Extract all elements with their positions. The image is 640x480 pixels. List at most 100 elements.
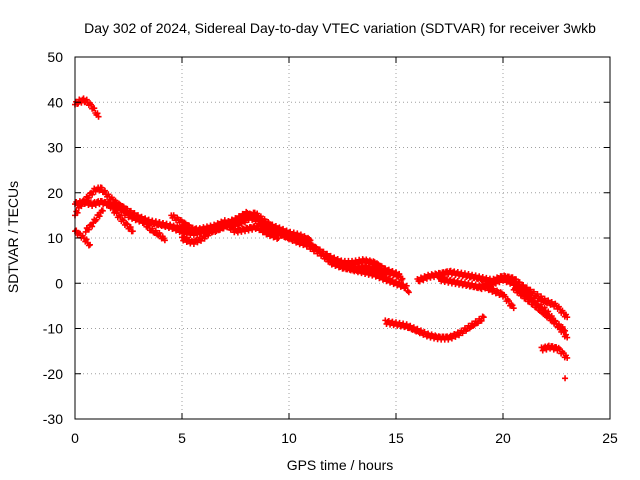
data-point bbox=[508, 301, 515, 308]
data-point bbox=[105, 198, 112, 205]
y-tick-label: 10 bbox=[47, 230, 63, 246]
data-point bbox=[492, 280, 499, 287]
data-point bbox=[272, 222, 279, 229]
y-tick-label: -10 bbox=[43, 321, 63, 337]
data-point bbox=[145, 222, 152, 229]
y-tick-label: 0 bbox=[55, 275, 63, 291]
data-point bbox=[262, 218, 269, 225]
x-tick-label: 5 bbox=[178, 430, 186, 446]
data-point bbox=[530, 299, 537, 306]
series-track-k bbox=[382, 313, 487, 343]
series-track-i bbox=[179, 219, 282, 248]
data-point bbox=[563, 331, 570, 338]
data-point bbox=[127, 224, 134, 231]
data-point bbox=[564, 314, 571, 321]
series-track-d bbox=[72, 227, 93, 249]
y-tick-label: 20 bbox=[47, 185, 63, 201]
data-point bbox=[331, 254, 338, 261]
data-point bbox=[221, 219, 228, 226]
data-point bbox=[89, 223, 96, 230]
data-point bbox=[269, 221, 276, 228]
series-track-j bbox=[350, 262, 404, 280]
data-point bbox=[161, 237, 168, 244]
data-point bbox=[177, 226, 184, 233]
series-track-f bbox=[104, 198, 136, 235]
data-point bbox=[234, 217, 241, 224]
x-tick-label: 25 bbox=[602, 430, 618, 446]
data-point bbox=[98, 184, 105, 191]
data-point bbox=[156, 229, 163, 236]
data-point bbox=[238, 215, 245, 222]
data-point bbox=[269, 230, 276, 237]
data-point bbox=[74, 209, 81, 216]
series-track-g bbox=[136, 215, 168, 244]
series-track-p bbox=[538, 342, 571, 361]
data-point bbox=[181, 219, 188, 226]
data-point bbox=[538, 305, 545, 312]
data-point bbox=[405, 289, 412, 296]
data-point bbox=[397, 273, 404, 280]
x-tick-label: 0 bbox=[71, 430, 79, 446]
data-point bbox=[527, 296, 534, 303]
data-point bbox=[470, 322, 477, 329]
data-point bbox=[89, 191, 96, 198]
data-point bbox=[480, 314, 487, 321]
data-point bbox=[91, 105, 98, 112]
data-point bbox=[326, 253, 333, 260]
data-point bbox=[156, 219, 163, 226]
data-point bbox=[152, 227, 159, 234]
x-tick-label: 20 bbox=[495, 430, 511, 446]
x-tick-label: 15 bbox=[388, 430, 404, 446]
data-point bbox=[562, 375, 569, 382]
data-point bbox=[85, 226, 92, 233]
data-point bbox=[545, 311, 552, 318]
y-axis-label: SDTVAR / TECUs bbox=[5, 181, 21, 293]
y-tick-label: 30 bbox=[47, 140, 63, 156]
data-point bbox=[123, 220, 130, 227]
data-point bbox=[276, 224, 283, 231]
data-point bbox=[541, 308, 548, 315]
data-point bbox=[393, 269, 399, 276]
data-point bbox=[516, 288, 523, 295]
data-point bbox=[479, 281, 486, 288]
data-point bbox=[190, 241, 197, 248]
data-point bbox=[94, 110, 101, 117]
data-point bbox=[262, 227, 269, 234]
data-point bbox=[527, 286, 534, 293]
data-point bbox=[523, 284, 530, 291]
data-point bbox=[83, 236, 90, 243]
data-point bbox=[407, 322, 414, 329]
data-point bbox=[92, 202, 99, 209]
data-point bbox=[86, 241, 93, 248]
data-point bbox=[233, 216, 240, 223]
data-point bbox=[306, 236, 313, 243]
data-point bbox=[398, 276, 405, 283]
data-point bbox=[243, 208, 250, 215]
data-point bbox=[505, 298, 512, 305]
data-point bbox=[115, 205, 122, 212]
data-point bbox=[403, 321, 410, 328]
data-point bbox=[230, 218, 237, 225]
data-point bbox=[99, 207, 106, 214]
data-point bbox=[83, 96, 90, 103]
data-point bbox=[562, 327, 569, 334]
data-point bbox=[231, 219, 238, 226]
series-track-o bbox=[510, 285, 569, 334]
data-point bbox=[140, 219, 147, 226]
data-point bbox=[95, 113, 102, 120]
data-point bbox=[496, 279, 503, 286]
data-point bbox=[510, 305, 517, 312]
data-point bbox=[403, 282, 410, 289]
data-point bbox=[275, 235, 282, 241]
data-point bbox=[541, 295, 548, 302]
y-tick-label: 50 bbox=[47, 49, 63, 65]
data-point bbox=[212, 226, 219, 233]
data-point bbox=[543, 346, 550, 353]
data-point bbox=[274, 235, 281, 242]
x-tick-label: 10 bbox=[281, 430, 297, 446]
data-point bbox=[373, 260, 380, 267]
data-point bbox=[534, 302, 541, 309]
y-tick-label: -20 bbox=[43, 366, 63, 382]
data-point bbox=[520, 291, 527, 298]
